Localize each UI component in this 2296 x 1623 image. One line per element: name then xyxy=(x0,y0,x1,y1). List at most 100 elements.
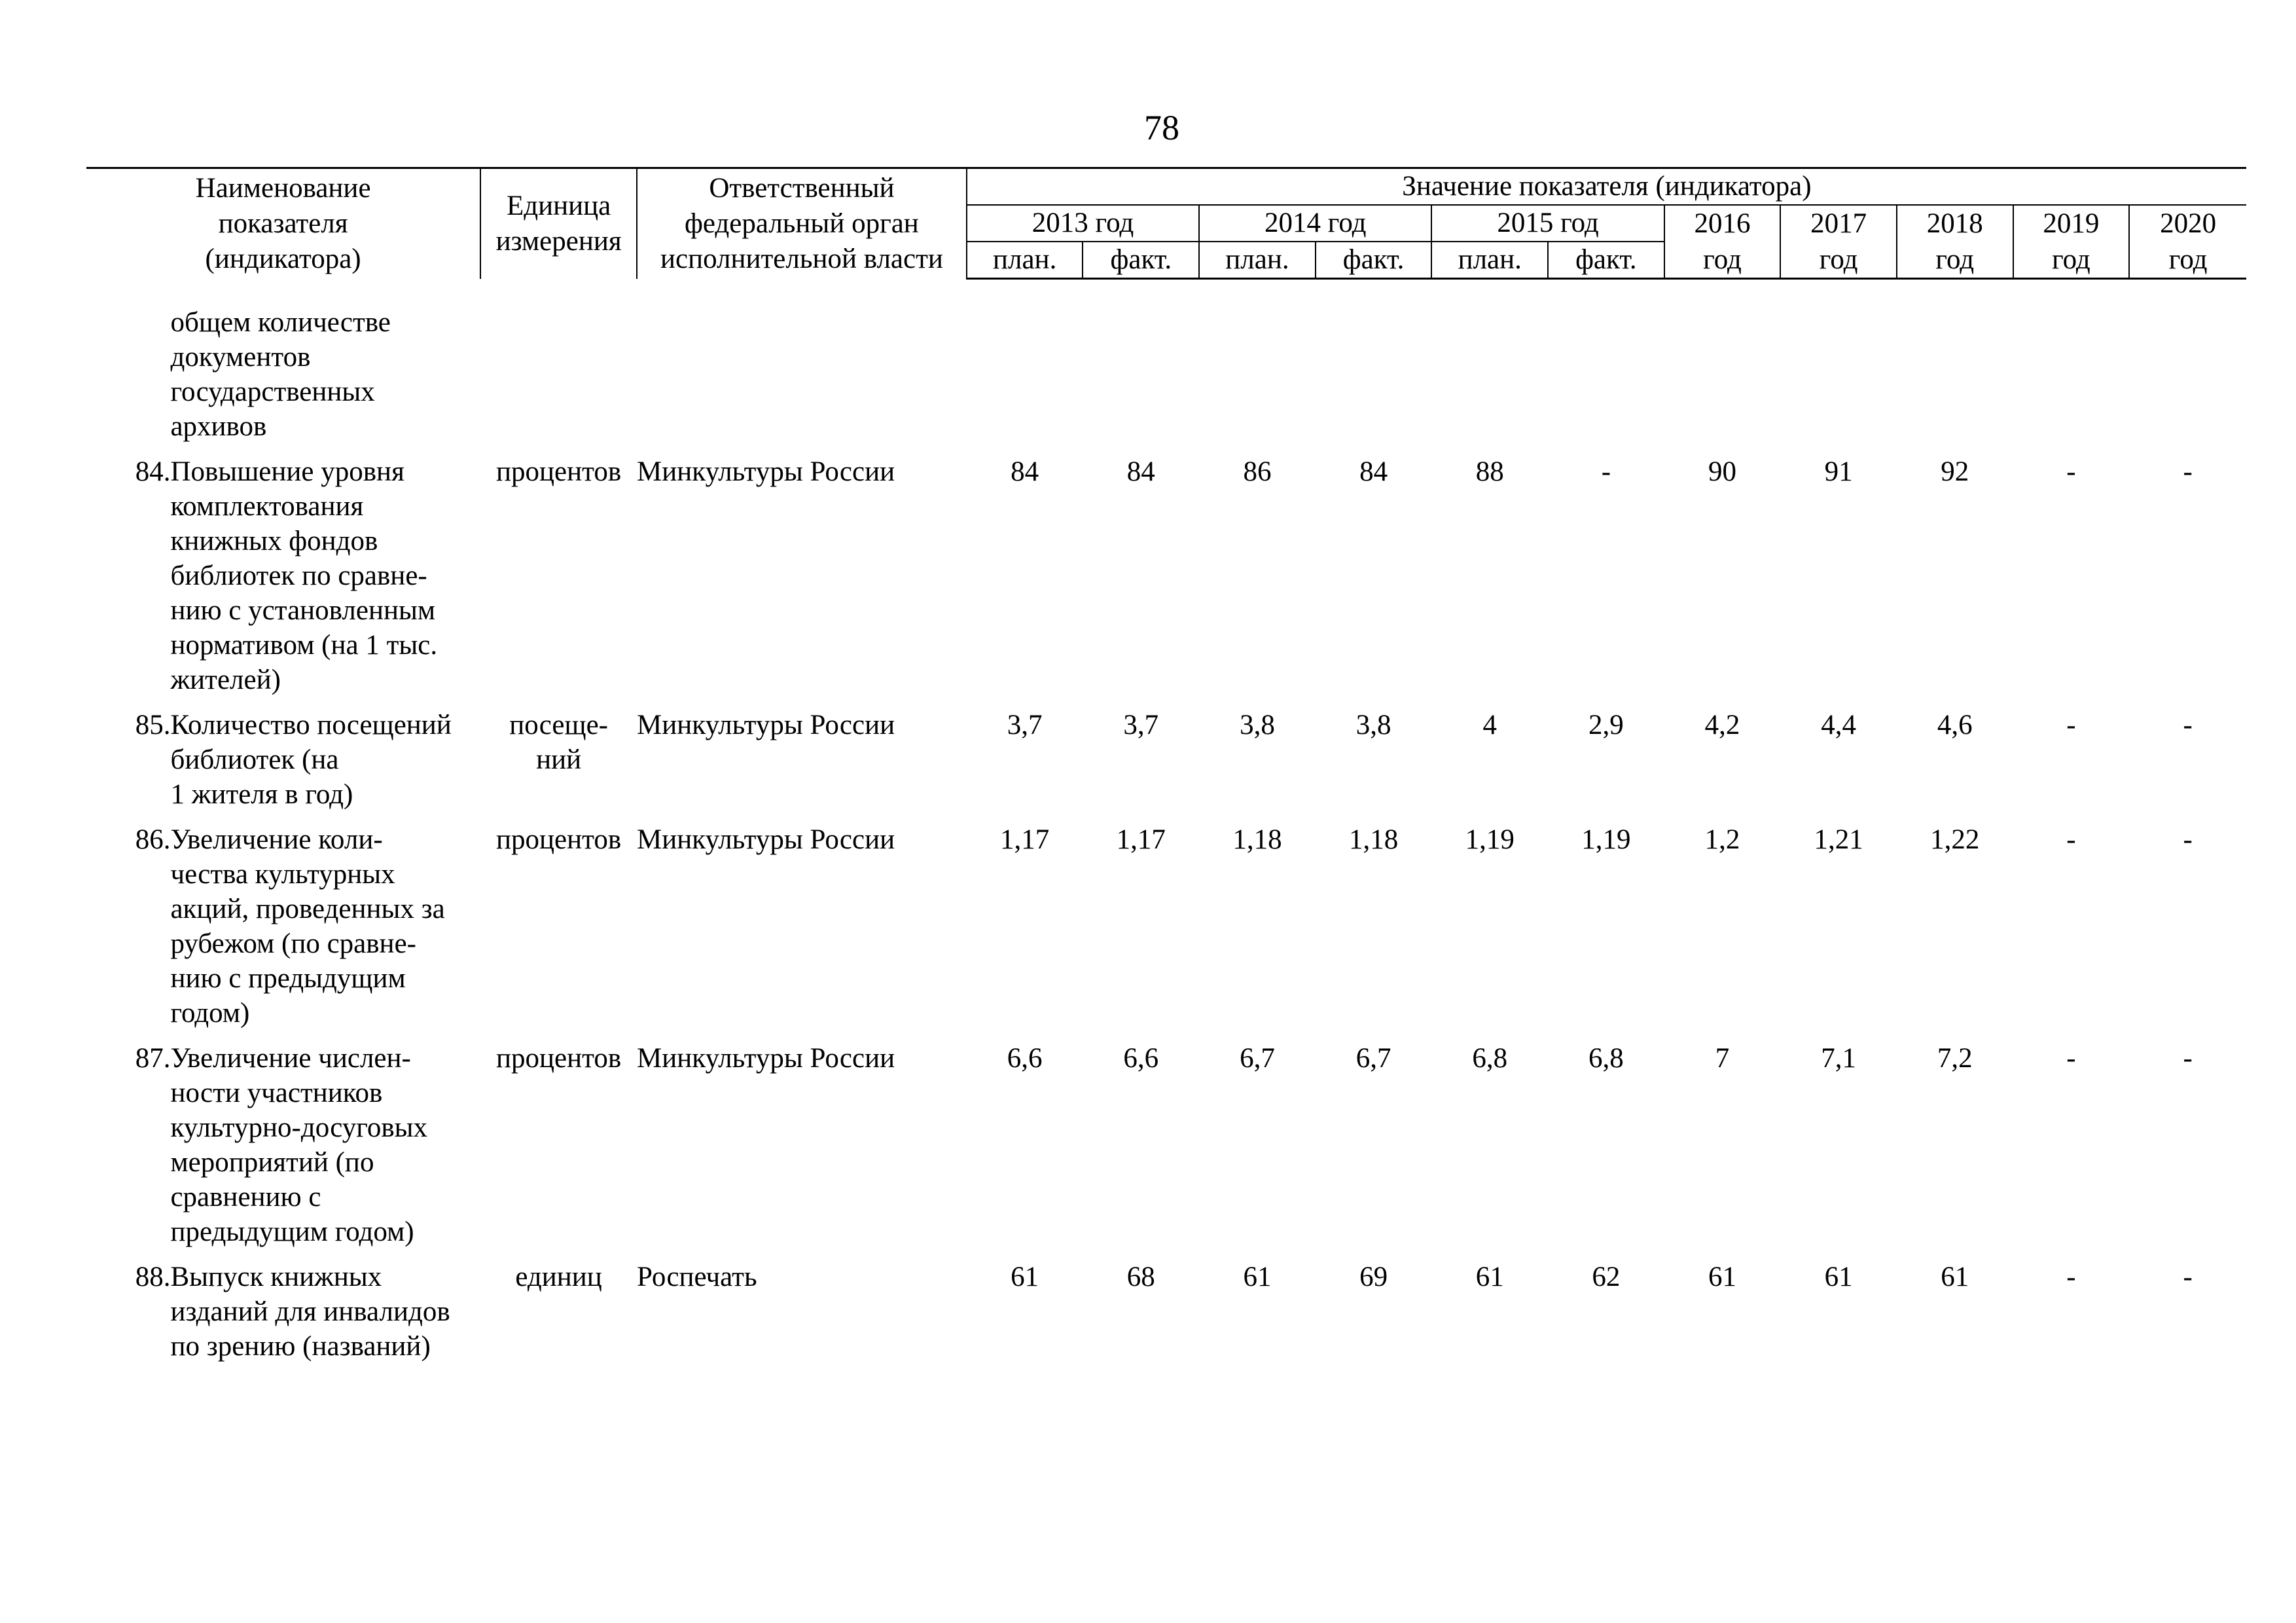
header-unit: Единица измерения xyxy=(480,167,637,279)
header-year-2014: 2014 год xyxy=(1198,205,1432,242)
indicator-name-line: документов xyxy=(170,341,311,373)
header-year-word: год xyxy=(1895,242,2013,280)
header-year-2015: 2015 год xyxy=(1431,205,1664,242)
value-cell: 3,8 xyxy=(1355,709,1391,740)
row-number: 87. xyxy=(135,1042,171,1074)
header-org-line: федеральный орган xyxy=(685,208,919,239)
indicator-name-line: нию с установленным xyxy=(170,594,436,626)
value-cell: 6,7 xyxy=(1355,1042,1391,1074)
header-responsible-org: Ответственный федеральный орган исполнит… xyxy=(636,167,967,279)
value-cell xyxy=(1548,279,1664,454)
indicator-name-line: чества культурных xyxy=(170,858,395,890)
header-name-line: показателя xyxy=(218,208,348,239)
value-cell: - xyxy=(2183,709,2193,740)
unit-line: процентов xyxy=(496,824,622,855)
responsible-org: Минкультуры России xyxy=(637,709,895,740)
header-plan-2015: план. xyxy=(1431,242,1549,280)
unit-of-measure xyxy=(480,279,637,454)
indicator-name-line: Выпуск книжных xyxy=(170,1261,382,1292)
value-cell: 1,18 xyxy=(1232,824,1282,855)
value-cell: 3,7 xyxy=(1123,709,1159,740)
indicator-name-line: Количество посещений xyxy=(170,709,452,740)
header-year-2019: 2019 xyxy=(2012,205,2130,242)
indicator-name-line: библиотек по сравне- xyxy=(170,560,427,591)
value-cell: 1,22 xyxy=(1930,824,1980,855)
value-cell: - xyxy=(2066,709,2076,740)
value-cell: - xyxy=(2183,1261,2193,1292)
value-cell: 61 xyxy=(1941,1261,1969,1292)
value-cell: - xyxy=(2066,456,2076,487)
value-cell: 84 xyxy=(1011,456,1039,487)
value-cell: 84 xyxy=(1359,456,1388,487)
value-cell xyxy=(1431,279,1548,454)
value-cell: 4,4 xyxy=(1821,709,1857,740)
indicator-name-line: общем количестве xyxy=(170,306,391,338)
value-cell: 3,7 xyxy=(1007,709,1043,740)
header-year-2016: 2016 xyxy=(1663,205,1781,242)
unit-of-measure: единиц xyxy=(480,1260,637,1374)
value-cell: 3,8 xyxy=(1240,709,1275,740)
unit-line: единиц xyxy=(515,1261,602,1292)
indicator-name-line: Увеличение коли- xyxy=(170,824,383,855)
indicator-name-line: Повышение уровня xyxy=(170,456,404,487)
value-cell xyxy=(1664,279,1781,454)
value-cell: - xyxy=(2066,1261,2076,1292)
responsible-org: Минкультуры России xyxy=(637,1042,895,1074)
row-number: 86. xyxy=(135,824,171,855)
unit-of-measure: процентов xyxy=(480,1041,637,1260)
value-cell xyxy=(2129,279,2246,454)
header-year-word: год xyxy=(1780,242,1897,280)
value-cell xyxy=(1199,279,1316,454)
value-cell: 91 xyxy=(1824,456,1853,487)
value-cell: - xyxy=(2066,824,2076,855)
value-cell: 1,19 xyxy=(1581,824,1631,855)
value-cell: 68 xyxy=(1126,1261,1155,1292)
value-cell: 61 xyxy=(1243,1261,1272,1292)
indicator-name-line: по зрению (названий) xyxy=(170,1330,431,1362)
value-cell: 4,2 xyxy=(1704,709,1740,740)
value-cell: 1,21 xyxy=(1814,824,1863,855)
header-org-line: исполнительной власти xyxy=(660,243,943,274)
page-number: 78 xyxy=(1144,108,1179,147)
value-cell: 7,2 xyxy=(1937,1042,1973,1074)
header-plan-2014: план. xyxy=(1198,242,1316,280)
header-year-word: год xyxy=(2012,242,2130,280)
unit-of-measure: процентов xyxy=(480,454,637,708)
table-row: 85. Количество посещений библиотек (на 1 жи… xyxy=(86,708,2246,822)
header-unit-line: измерения xyxy=(495,225,622,257)
row-number xyxy=(86,279,170,454)
value-cell: 7 xyxy=(1715,1042,1730,1074)
indicator-name-line: нию с предыдущим xyxy=(170,962,406,994)
value-cell: 1,19 xyxy=(1465,824,1515,855)
header-year-word: год xyxy=(2128,242,2246,280)
value-cell: 88 xyxy=(1475,456,1504,487)
header-year-2017: 2017 xyxy=(1780,205,1897,242)
value-cell: 86 xyxy=(1243,456,1272,487)
value-cell: 7,1 xyxy=(1821,1042,1857,1074)
value-cell: 69 xyxy=(1359,1261,1388,1292)
value-cell: - xyxy=(2183,1042,2193,1074)
value-cell xyxy=(1897,279,2013,454)
indicator-name: общем количестве документов государственны… xyxy=(170,279,480,454)
value-cell: 4,6 xyxy=(1937,709,1973,740)
value-cell: 61 xyxy=(1824,1261,1853,1292)
value-cell: 6,7 xyxy=(1240,1042,1275,1074)
table-row: 88. Выпуск книжных изданий для инвалидов по… xyxy=(86,1260,2246,1374)
header-fact-2013: факт. xyxy=(1082,242,1200,280)
indicator-name-line: предыдущим годом) xyxy=(170,1216,414,1247)
indicator-name-line: жителей) xyxy=(170,664,281,695)
header-year-2020: 2020 xyxy=(2128,205,2246,242)
indicator-name: Увеличение числен-ности участников культу… xyxy=(170,1041,480,1260)
indicator-name: Повышение уровня комплектования книжных фо… xyxy=(170,454,480,708)
value-cell: 84 xyxy=(1126,456,1155,487)
value-cell xyxy=(967,279,1083,454)
indicator-name-line: библиотек (на xyxy=(170,744,339,775)
header-indicator-name: Наименование показателя (индикатора) xyxy=(86,167,481,279)
indicator-name-line: сравнению с xyxy=(170,1181,321,1213)
header-name-line: (индикатора) xyxy=(205,243,361,274)
responsible-org: Минкультуры России xyxy=(637,456,895,487)
header-unit-line: Единица xyxy=(506,190,611,221)
indicator-name: Количество посещений библиотек (на 1 жител… xyxy=(170,708,480,822)
row-number: 88. xyxy=(135,1261,171,1292)
responsible-org: Роспечать xyxy=(637,1261,757,1292)
